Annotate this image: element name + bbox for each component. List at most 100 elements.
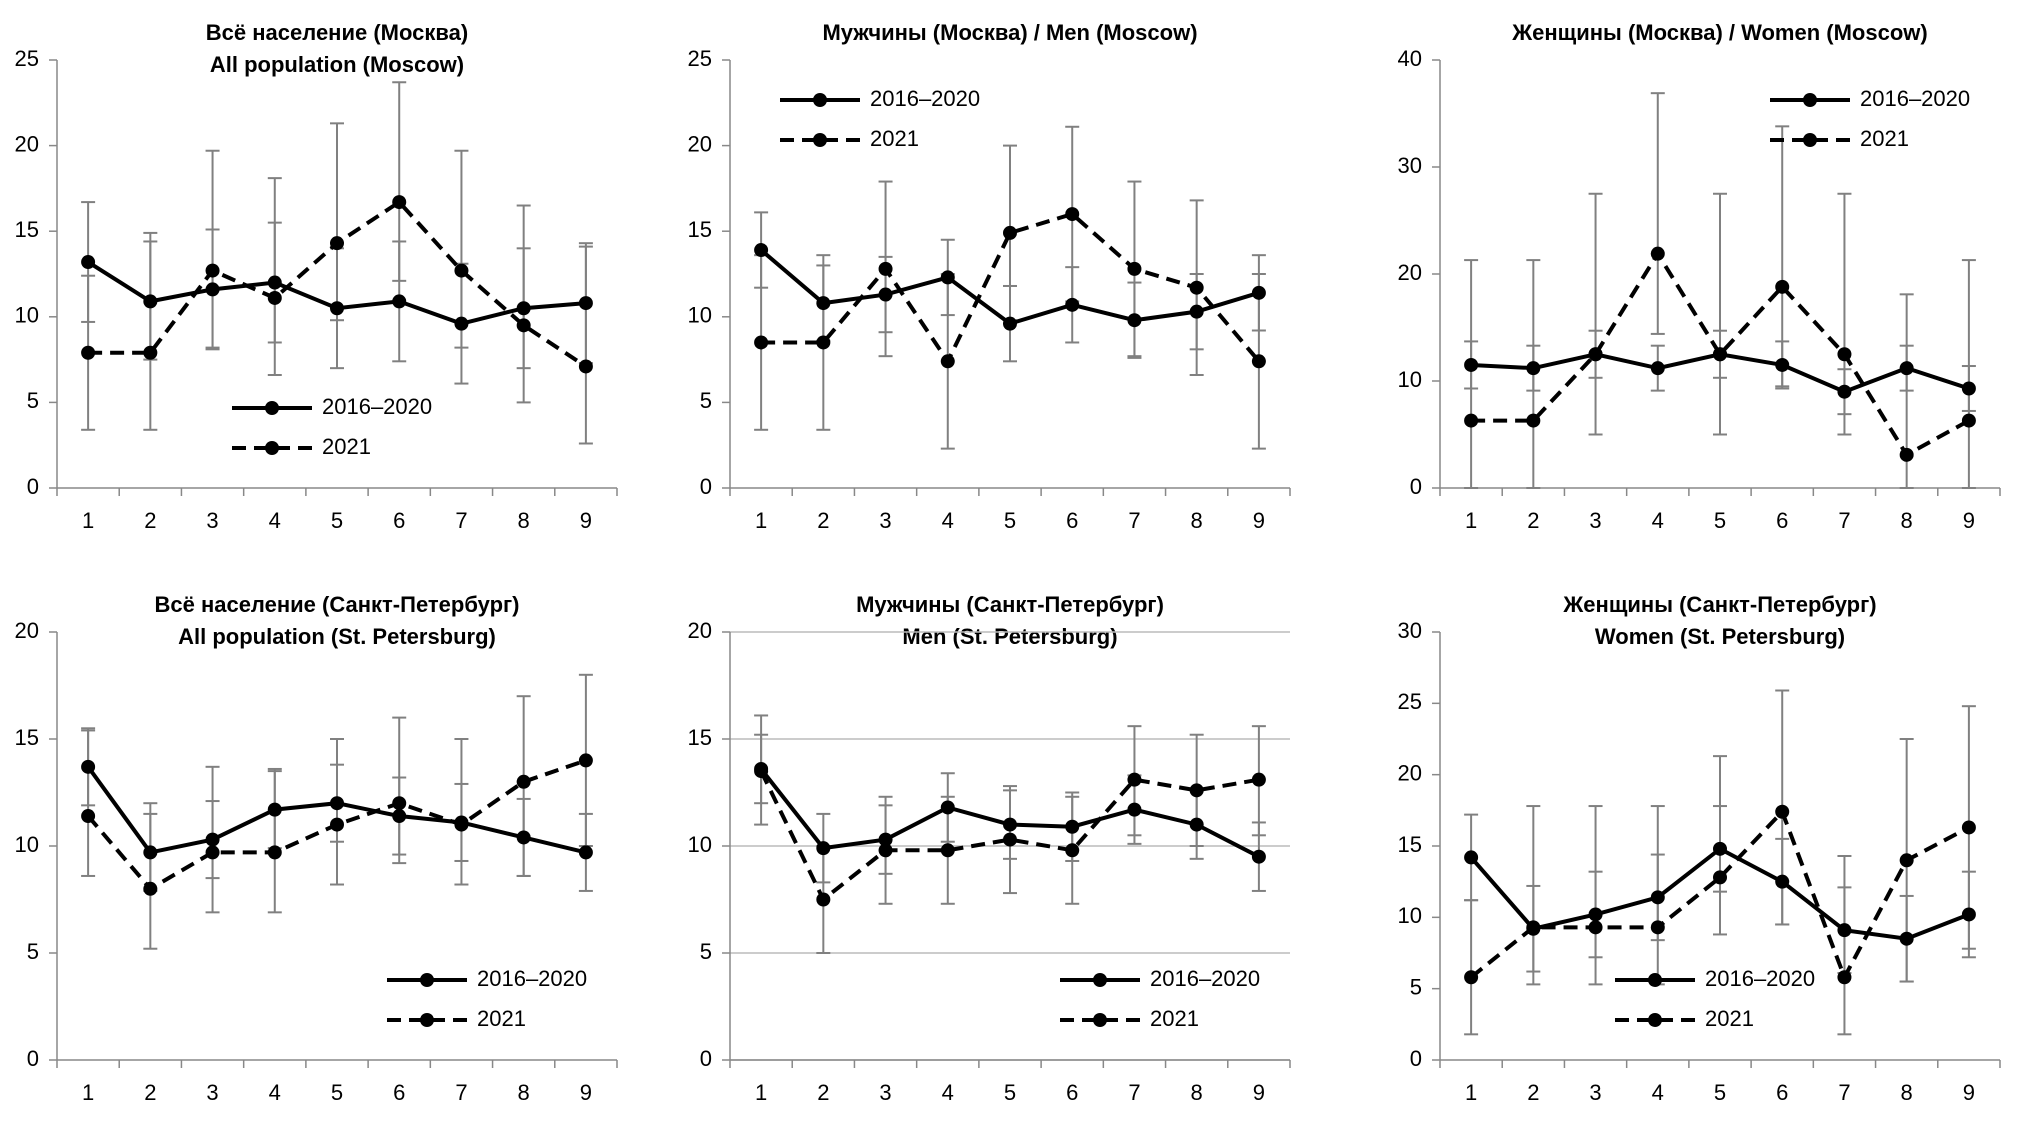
x-tick-label: 5 — [1004, 1080, 1016, 1105]
chart-title: Женщины (Санкт-Петербург) — [1562, 592, 1876, 617]
data-point — [754, 764, 769, 779]
x-tick-label: 1 — [82, 508, 94, 533]
data-point — [392, 809, 407, 824]
x-tick-label: 3 — [879, 508, 891, 533]
y-tick-label: 0 — [27, 474, 39, 499]
data-point — [940, 354, 955, 369]
x-tick-label: 9 — [1253, 508, 1265, 533]
legend-label: 2016–2020 — [1705, 966, 1815, 991]
data-point — [205, 832, 220, 847]
x-tick-label: 4 — [269, 1080, 281, 1105]
data-point — [330, 236, 344, 251]
data-point — [816, 335, 831, 350]
data-point — [1837, 970, 1852, 985]
x-tick-label: 5 — [331, 508, 343, 533]
data-point — [1526, 361, 1541, 376]
data-point — [1899, 361, 1914, 376]
data-point — [267, 275, 282, 290]
series-line — [1469, 808, 1970, 983]
x-tick-label: 2 — [144, 508, 156, 533]
data-point — [1650, 920, 1665, 935]
y-tick-label: 15 — [1398, 832, 1422, 857]
data-point — [816, 892, 831, 907]
x-tick-label: 4 — [1652, 1080, 1664, 1105]
data-point — [1127, 772, 1142, 787]
x-tick-label: 8 — [518, 508, 530, 533]
x-tick-label: 7 — [455, 508, 467, 533]
y-tick-label: 40 — [1398, 46, 1422, 71]
legend-marker — [1803, 133, 1817, 147]
y-tick-label: 15 — [688, 217, 712, 242]
legend-marker — [1093, 973, 1107, 987]
data-point — [940, 270, 955, 285]
data-point — [1003, 832, 1017, 847]
chart-title: Men (St. Petersburg) — [902, 624, 1117, 649]
data-point — [1464, 413, 1479, 428]
data-point — [1526, 413, 1541, 428]
y-tick-label: 20 — [688, 618, 712, 643]
x-tick-label: 3 — [206, 1080, 218, 1105]
data-point — [143, 294, 158, 309]
data-point — [267, 290, 282, 305]
legend-marker — [1803, 93, 1817, 107]
y-tick-label: 5 — [700, 388, 712, 413]
data-point — [940, 843, 955, 858]
data-point — [578, 845, 593, 860]
data-point — [1189, 783, 1204, 798]
x-tick-label: 7 — [455, 1080, 467, 1105]
legend-marker — [1648, 973, 1662, 987]
x-tick-label: 5 — [331, 1080, 343, 1105]
series-line — [1471, 249, 1970, 458]
x-tick-label: 7 — [1128, 508, 1140, 533]
data-point — [330, 817, 344, 832]
data-point — [143, 881, 158, 896]
y-tick-label: 5 — [27, 939, 39, 964]
chart-title: Women (St. Petersburg) — [1595, 624, 1845, 649]
data-point — [1588, 907, 1603, 922]
data-point — [392, 796, 407, 811]
series-line — [761, 211, 1261, 366]
x-tick-label: 2 — [1527, 508, 1539, 533]
x-tick-label: 1 — [1465, 1080, 1477, 1105]
x-tick-label: 6 — [393, 1080, 405, 1105]
data-point — [816, 296, 831, 311]
data-point — [1003, 316, 1017, 331]
data-point — [1251, 285, 1266, 300]
x-tick-label: 6 — [1066, 508, 1078, 533]
data-point — [1065, 297, 1080, 312]
data-point — [1189, 817, 1204, 832]
data-point — [205, 845, 220, 860]
x-tick-label: 1 — [82, 1080, 94, 1105]
data-point — [1961, 413, 1976, 428]
data-point — [1713, 870, 1727, 885]
x-tick-label: 5 — [1714, 508, 1726, 533]
legend-marker — [265, 401, 279, 415]
x-tick-label: 9 — [1963, 508, 1975, 533]
legend-label: 2016–2020 — [322, 394, 432, 419]
data-point — [878, 287, 893, 302]
legend-label: 2016–2020 — [870, 86, 980, 111]
data-point — [878, 832, 893, 847]
data-point — [143, 345, 158, 360]
y-tick-label: 20 — [688, 131, 712, 156]
data-point — [878, 843, 893, 858]
data-point — [81, 759, 96, 774]
legend-marker — [813, 133, 827, 147]
legend-marker — [1648, 1013, 1662, 1027]
data-point — [754, 243, 769, 258]
y-tick-label: 5 — [700, 939, 712, 964]
data-point — [516, 830, 531, 845]
data-point — [878, 261, 893, 276]
data-point — [578, 753, 593, 768]
data-point — [940, 800, 955, 815]
legend-label: 2016–2020 — [1150, 966, 1260, 991]
y-tick-label: 20 — [15, 618, 39, 643]
data-point — [1464, 357, 1479, 372]
x-tick-label: 8 — [1191, 1080, 1203, 1105]
data-point — [392, 195, 407, 210]
x-tick-label: 4 — [942, 1080, 954, 1105]
data-point — [205, 282, 220, 297]
data-point — [267, 802, 282, 817]
data-point — [143, 845, 158, 860]
